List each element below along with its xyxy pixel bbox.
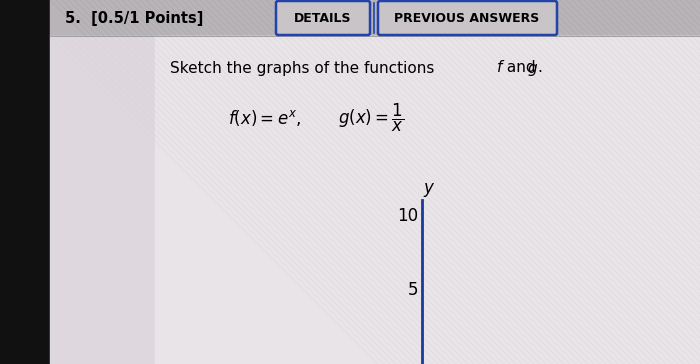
Text: y: y <box>423 179 433 197</box>
Text: f: f <box>497 60 503 75</box>
Text: .: . <box>537 60 542 75</box>
Text: 5: 5 <box>407 281 418 299</box>
Text: 10: 10 <box>397 207 418 225</box>
Text: DETAILS: DETAILS <box>294 12 351 24</box>
Text: $g(x) = \dfrac{1}{x}$: $g(x) = \dfrac{1}{x}$ <box>338 102 405 134</box>
FancyBboxPatch shape <box>378 1 557 35</box>
Bar <box>50 0 700 36</box>
Bar <box>155 36 700 364</box>
Text: Sketch the graphs of the functions: Sketch the graphs of the functions <box>170 60 440 75</box>
Text: g: g <box>528 60 538 75</box>
Bar <box>0 0 50 364</box>
Text: and: and <box>502 60 540 75</box>
Text: 5.  [0.5/1 Points]: 5. [0.5/1 Points] <box>65 11 204 25</box>
FancyBboxPatch shape <box>276 1 370 35</box>
Text: $f(x) = e^x,$: $f(x) = e^x,$ <box>228 108 301 128</box>
Text: PREVIOUS ANSWERS: PREVIOUS ANSWERS <box>394 12 540 24</box>
